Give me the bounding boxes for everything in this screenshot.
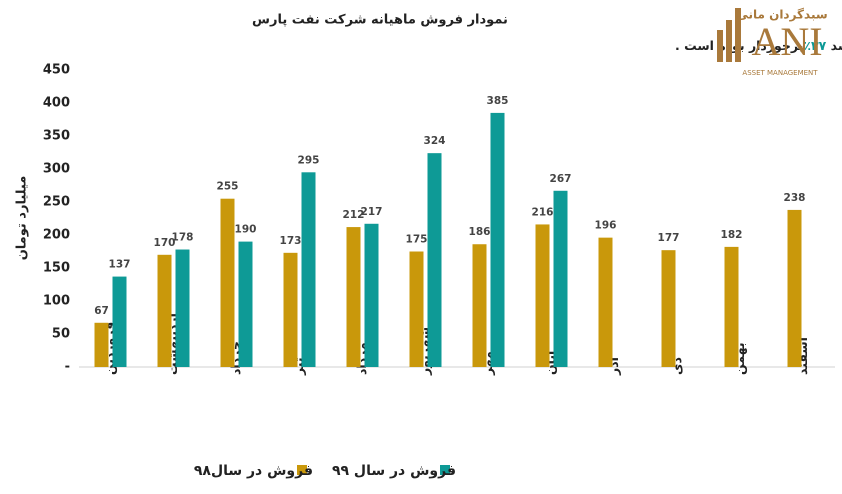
y-tick-label: 450 <box>43 63 70 78</box>
value-label: 186 <box>469 226 491 238</box>
bar <box>94 322 109 367</box>
bar <box>409 251 424 367</box>
bar <box>283 252 298 367</box>
y-tick-label: 50 <box>52 327 70 342</box>
y-tick-label: 100 <box>43 294 70 309</box>
value-label: 216 <box>532 206 554 218</box>
bar <box>427 153 442 367</box>
value-label: 190 <box>235 224 257 236</box>
y-tick-label: 350 <box>43 129 70 144</box>
y-tick-label: 200 <box>43 228 70 243</box>
y-tick-label: 300 <box>43 162 70 177</box>
logo-name: سبدگردان مانی <box>736 8 827 22</box>
bar <box>220 198 235 367</box>
value-label: 175 <box>406 234 428 246</box>
logo-bar <box>735 8 741 62</box>
legend-swatch <box>297 465 307 475</box>
bar <box>472 244 487 367</box>
legend-swatch <box>440 465 450 475</box>
value-label: 182 <box>721 229 743 241</box>
value-label: 295 <box>298 154 320 166</box>
value-label: 196 <box>595 220 617 232</box>
legend-label: فروش در سال ۹۹ <box>332 463 456 479</box>
value-label: 324 <box>424 135 446 147</box>
bar <box>490 112 505 368</box>
value-label: 173 <box>280 235 302 247</box>
value-label: 267 <box>550 173 572 185</box>
logo-bar <box>717 30 723 62</box>
value-label: 137 <box>109 259 131 271</box>
value-label: 177 <box>658 232 680 244</box>
value-label: 385 <box>487 95 509 107</box>
logo: سبدگردان مانی ANI ASSET MANAGEMENT <box>717 8 828 77</box>
bar <box>724 246 739 367</box>
bar <box>535 224 550 367</box>
y-tick-label: 250 <box>43 195 70 210</box>
bar <box>787 209 802 367</box>
logo-mark: ANI <box>751 19 822 64</box>
y-axis-label: میلیارد تومان <box>15 176 30 261</box>
y-tick-label: 150 <box>43 261 70 276</box>
y-tick-label: - <box>65 360 70 375</box>
bar <box>661 250 676 367</box>
bar <box>157 254 172 367</box>
value-label: 170 <box>154 237 176 249</box>
value-label: 217 <box>361 206 383 218</box>
bar <box>175 249 190 367</box>
bar <box>112 276 127 367</box>
subtitle-part: فروش این شرکت در ۸ ماهه نخست امسال نسبت … <box>826 38 842 53</box>
value-label: 67 <box>94 305 109 317</box>
bar <box>364 223 379 367</box>
y-tick-label: 400 <box>43 96 70 111</box>
chart-title: نمودار فروش ماهیانه شرکت نفت پارس <box>252 13 508 28</box>
legend-label: فروش در سال۹۸ <box>194 463 313 479</box>
subtitle-highlight: ۳۷٪ <box>803 38 826 53</box>
value-label: 238 <box>784 192 806 204</box>
value-label: 255 <box>217 181 239 193</box>
bar <box>346 227 361 367</box>
logo-tagline: ASSET MANAGEMENT <box>742 69 818 77</box>
value-label: 212 <box>343 209 365 221</box>
bar <box>598 237 613 367</box>
logo-bar <box>726 20 732 62</box>
value-label: 178 <box>172 232 194 244</box>
bar <box>301 172 316 367</box>
bar <box>553 190 568 367</box>
bar <box>238 241 253 367</box>
